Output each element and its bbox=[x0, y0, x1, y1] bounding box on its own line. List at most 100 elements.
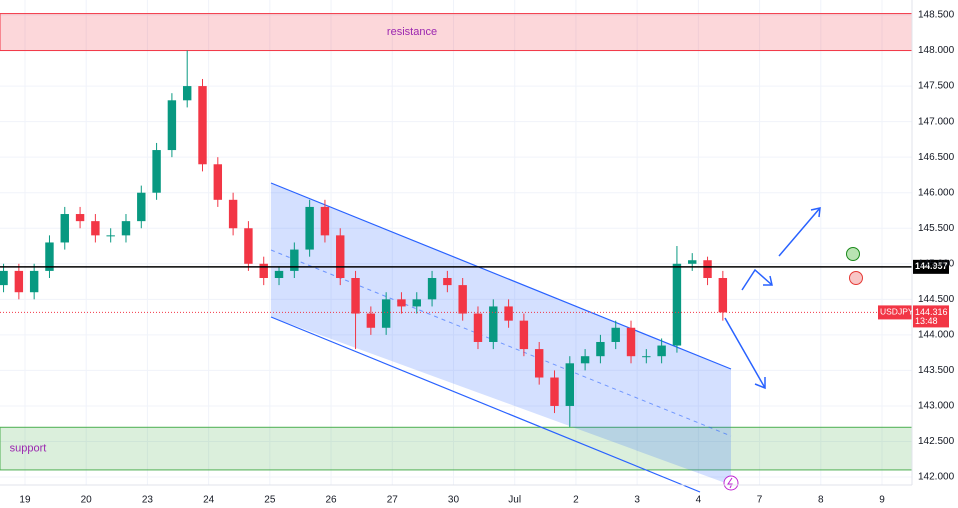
candle-body bbox=[290, 249, 299, 271]
candle-body bbox=[580, 356, 590, 364]
y-tick-label: 144.000 bbox=[918, 330, 955, 341]
arrow-head bbox=[810, 207, 821, 218]
candle-body bbox=[381, 299, 391, 328]
candle-body bbox=[0, 270, 8, 286]
candle-body bbox=[259, 263, 268, 279]
candle-body bbox=[703, 260, 712, 279]
candle-body bbox=[351, 278, 360, 314]
candle-body bbox=[397, 299, 406, 307]
candle-body bbox=[106, 235, 115, 237]
y-tick-label: 143.000 bbox=[918, 401, 955, 412]
candle-body bbox=[320, 206, 330, 236]
arrow-head bbox=[763, 275, 773, 286]
candle-body bbox=[611, 327, 620, 342]
channel bbox=[270, 182, 732, 493]
y-tick-label: 146.000 bbox=[918, 187, 955, 198]
candle-body bbox=[75, 214, 85, 222]
zone bbox=[0, 13, 913, 52]
y-tick-label: 143.500 bbox=[918, 365, 955, 376]
level-tag bbox=[913, 259, 949, 274]
channel-top bbox=[270, 182, 732, 370]
x-tick-label: Jul bbox=[508, 495, 521, 506]
y-tick-label: 148.500 bbox=[918, 10, 955, 21]
x-tick-label: 25 bbox=[264, 495, 276, 506]
y-tick-label: 142.000 bbox=[918, 472, 955, 483]
countdown-label: 13:48 bbox=[915, 316, 938, 326]
price-label: 144.316 bbox=[915, 307, 948, 317]
x-tick-label: 4 bbox=[696, 495, 702, 506]
candle-body bbox=[688, 260, 697, 264]
stop-circle bbox=[849, 271, 863, 285]
x-tick-label: 19 bbox=[19, 495, 31, 506]
candle-body bbox=[626, 327, 636, 357]
y-tick-label: 147.000 bbox=[918, 116, 955, 127]
x-tick-label: 24 bbox=[203, 495, 215, 506]
zone bbox=[0, 426, 913, 471]
candle-body bbox=[228, 199, 238, 229]
candle-body bbox=[718, 278, 728, 313]
candles bbox=[0, 50, 728, 428]
x-tick-label: 8 bbox=[818, 495, 824, 506]
zones: resistance support bbox=[0, 13, 913, 471]
x-tick-label: 30 bbox=[448, 495, 460, 506]
candle-body bbox=[121, 221, 131, 236]
candle-body bbox=[274, 270, 284, 279]
y-tick-label: 145.500 bbox=[918, 223, 955, 234]
candle-body bbox=[657, 345, 666, 357]
candle-body bbox=[550, 377, 559, 406]
candle-body bbox=[519, 320, 529, 350]
x-tick-label: 2 bbox=[573, 495, 579, 506]
candle-body bbox=[672, 263, 682, 346]
candle-body bbox=[137, 192, 146, 222]
candle-body bbox=[336, 235, 345, 279]
symbol-label: USDJPY bbox=[880, 307, 914, 317]
candle-body bbox=[29, 270, 39, 293]
candle-body bbox=[244, 228, 253, 264]
candle-body bbox=[642, 356, 651, 358]
arrow-mid bbox=[741, 268, 773, 291]
x-tick-label: 7 bbox=[757, 495, 763, 506]
x-tick-label: 3 bbox=[634, 495, 640, 506]
candle-body bbox=[182, 86, 192, 101]
candle-body bbox=[213, 164, 223, 200]
candle-body bbox=[504, 306, 513, 321]
channel-bottom bbox=[270, 316, 701, 493]
x-tick-label: 20 bbox=[81, 495, 93, 506]
candle-body bbox=[167, 100, 177, 151]
projections bbox=[724, 207, 821, 390]
price-tag bbox=[913, 305, 949, 328]
x-tick-label: 27 bbox=[387, 495, 399, 506]
target-circle bbox=[846, 247, 860, 261]
x-tick-label: 9 bbox=[879, 495, 885, 506]
level-label: 144.957 bbox=[915, 261, 948, 271]
y-tick-label: 145.000 bbox=[918, 258, 955, 269]
channel-fill bbox=[271, 183, 731, 485]
y-tick-label: 148.000 bbox=[918, 45, 955, 56]
candle-body bbox=[534, 349, 544, 378]
candle-body bbox=[427, 278, 437, 300]
candle-body bbox=[152, 150, 161, 193]
zone-label: resistance bbox=[387, 26, 437, 38]
y-tick-label: 142.500 bbox=[918, 436, 955, 447]
x-tick-label: 26 bbox=[325, 495, 337, 506]
candle-body bbox=[412, 299, 421, 307]
x-tick-label: 23 bbox=[142, 495, 154, 506]
candle-body bbox=[60, 214, 69, 243]
candle-body bbox=[366, 313, 376, 328]
grid bbox=[0, 0, 912, 485]
axis-labels: 142.000 142.500 143.000 143.500 144.000 144.5… bbox=[19, 10, 954, 506]
candle-body bbox=[443, 278, 452, 286]
candle-body bbox=[91, 221, 100, 236]
symbol-tag bbox=[878, 305, 912, 320]
channel-mid bbox=[270, 249, 732, 437]
candle-body bbox=[198, 86, 207, 165]
candle-body bbox=[473, 313, 483, 342]
zone-label: support bbox=[10, 443, 47, 455]
event-bolt bbox=[727, 477, 733, 489]
y-tick-label: 147.500 bbox=[918, 81, 955, 92]
arrow-up bbox=[778, 207, 821, 257]
candle-body bbox=[596, 341, 605, 357]
candle-body bbox=[565, 363, 575, 406]
